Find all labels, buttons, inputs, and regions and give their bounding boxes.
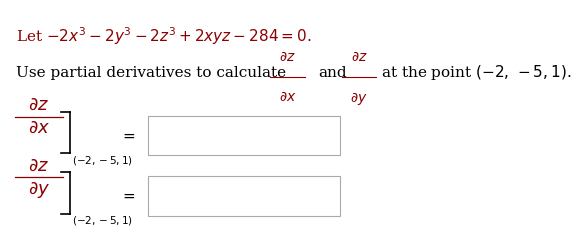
FancyBboxPatch shape — [148, 176, 340, 216]
Text: at the point $(-2,\,-5,1).$: at the point $(-2,\,-5,1).$ — [381, 63, 572, 82]
Text: $\partial y$: $\partial y$ — [350, 90, 368, 107]
FancyBboxPatch shape — [148, 116, 340, 155]
Text: $\partial y$: $\partial y$ — [27, 180, 50, 200]
Text: $\partial z$: $\partial z$ — [350, 49, 367, 64]
Text: $(-2,-5,1)$: $(-2,-5,1)$ — [72, 154, 133, 167]
Text: $=$: $=$ — [120, 128, 137, 142]
Text: $=$: $=$ — [120, 189, 137, 203]
Text: $\partial z$: $\partial z$ — [280, 49, 296, 64]
Text: and: and — [319, 66, 347, 79]
Text: $\partial z$: $\partial z$ — [28, 156, 49, 174]
Text: $\partial x$: $\partial x$ — [27, 119, 50, 137]
Text: $\partial z$: $\partial z$ — [28, 96, 49, 114]
Text: Let $-2x^3 - 2y^3 - 2z^3 + 2xyz - 284 = 0.$: Let $-2x^3 - 2y^3 - 2z^3 + 2xyz - 284 = … — [16, 25, 312, 47]
Text: Use partial derivatives to calculate: Use partial derivatives to calculate — [16, 66, 287, 79]
Text: $(-2,-5,1)$: $(-2,-5,1)$ — [72, 214, 133, 228]
Text: $\partial x$: $\partial x$ — [279, 90, 297, 104]
